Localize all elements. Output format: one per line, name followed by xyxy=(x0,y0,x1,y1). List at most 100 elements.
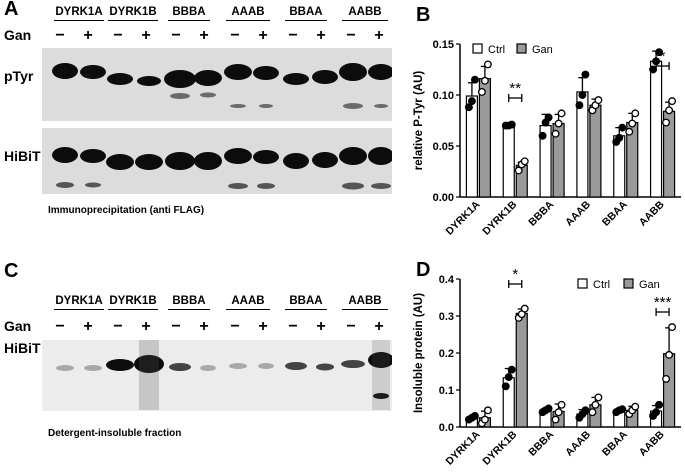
data-point xyxy=(649,65,658,74)
lane-label-dyrk1a: DYRK1A xyxy=(54,6,104,21)
sign-minus: − xyxy=(230,27,240,44)
chart-d: 0.0 0.1 0.2 0.3 0.4 Insoluble protein (AU) DYR… xyxy=(413,266,681,468)
data-point xyxy=(544,113,553,122)
lane-label-aaab: AAAB xyxy=(226,6,270,21)
significance-label: *** xyxy=(654,294,672,311)
sign-minus: − xyxy=(288,27,298,44)
bar-gan xyxy=(478,78,492,198)
x-tick-label: DYRK1B xyxy=(480,428,519,467)
data-point xyxy=(578,91,587,99)
sign-plus: + xyxy=(316,318,326,335)
panel-letter-a: A xyxy=(4,0,19,20)
blot-caption-c: Detergent-insoluble fraction xyxy=(48,428,182,439)
legend-swatch-ctrl xyxy=(472,43,483,54)
data-point xyxy=(470,75,479,84)
x-tick-label: DYRK1A xyxy=(444,198,483,237)
data-point xyxy=(501,382,510,391)
data-point xyxy=(668,97,677,106)
sign-minus: − xyxy=(288,318,298,335)
x-tick-label: BBAA xyxy=(600,428,630,458)
data-point xyxy=(554,119,563,128)
data-point xyxy=(668,323,677,332)
ptyr-row-label: pTyr xyxy=(4,68,34,84)
sign-minus: − xyxy=(55,27,65,44)
bar-gan xyxy=(589,104,602,198)
data-point xyxy=(628,119,637,128)
sign-minus: − xyxy=(230,318,240,335)
lane-label-dyrk1b: DYRK1B xyxy=(108,6,158,21)
lane-label-dyrk1b: DYRK1B xyxy=(108,295,158,310)
legend-label-ctrl: Ctrl xyxy=(488,44,505,56)
x-tick-label: AAAB xyxy=(563,428,593,458)
data-point xyxy=(514,166,523,175)
data-point xyxy=(557,400,566,409)
lane-label-aabb: AABB xyxy=(342,6,388,21)
sign-plus: + xyxy=(258,318,268,335)
data-point xyxy=(477,87,486,96)
data-point xyxy=(504,373,513,381)
hibit-blot-image xyxy=(42,128,392,194)
x-tick-label: DYRK1B xyxy=(480,198,519,237)
data-point xyxy=(470,411,479,420)
sign-plus: + xyxy=(83,318,93,335)
data-point xyxy=(662,118,671,127)
legend-label-ctrl: Ctrl xyxy=(593,279,610,291)
data-point xyxy=(594,393,603,402)
sign-minus: − xyxy=(171,27,181,44)
data-point xyxy=(594,96,603,105)
data-point xyxy=(655,400,664,409)
sign-minus: − xyxy=(346,318,356,335)
data-point xyxy=(618,123,627,132)
data-point xyxy=(538,131,547,140)
data-point xyxy=(631,402,640,411)
y-tick-label: 0.0 xyxy=(439,422,454,434)
data-point xyxy=(665,106,674,115)
data-point xyxy=(665,350,674,359)
bar-ctrl xyxy=(465,95,479,198)
sign-minus: − xyxy=(113,318,123,335)
data-point xyxy=(588,408,597,417)
lane-label-aabb: AABB xyxy=(342,295,388,310)
gan-row-label: Gan xyxy=(4,318,32,334)
blot-caption-a: Immunoprecipitation (anti FLAG) xyxy=(48,205,205,216)
data-point xyxy=(581,406,590,415)
data-point xyxy=(581,70,590,79)
lane-label-bbba: BBBA xyxy=(168,295,210,310)
significance-label: * xyxy=(660,48,666,65)
y-tick-label: 0.00 xyxy=(433,192,454,204)
bar-ctrl xyxy=(502,124,515,198)
data-point xyxy=(507,365,516,374)
legend-label-gan: Gan xyxy=(639,279,660,291)
lane-label-dyrk1a: DYRK1A xyxy=(54,295,104,310)
data-point xyxy=(483,60,492,69)
sign-plus: + xyxy=(374,318,384,335)
data-point xyxy=(551,415,560,424)
legend-label-gan: Gan xyxy=(532,44,553,56)
legend-swatch-ctrl xyxy=(577,278,588,289)
legend-swatch-gan xyxy=(516,43,527,54)
sign-plus: + xyxy=(258,27,268,44)
significance-label: ** xyxy=(509,80,521,97)
x-tick-label: AABB xyxy=(637,428,667,458)
y-tick-label: 0.10 xyxy=(433,90,454,102)
data-point xyxy=(483,406,492,415)
sign-plus: + xyxy=(141,318,151,335)
sign-minus: − xyxy=(113,27,123,44)
panel-letter-d: D xyxy=(416,259,431,281)
y-tick-label: 0.05 xyxy=(433,141,454,153)
sign-plus: + xyxy=(199,318,209,335)
data-point xyxy=(652,408,661,417)
lane-label-bbba: BBBA xyxy=(168,6,210,21)
bar-gan xyxy=(515,312,528,428)
insoluble-blot-image xyxy=(42,340,392,411)
y-tick-label: 0.1 xyxy=(439,385,454,397)
y-tick-label: 0.4 xyxy=(439,274,455,286)
sign-plus: + xyxy=(199,27,209,44)
data-point xyxy=(480,76,489,85)
y-tick-label: 0.3 xyxy=(439,311,454,323)
bar-gan xyxy=(662,353,676,428)
data-point xyxy=(520,157,529,166)
data-point xyxy=(618,405,627,414)
sign-plus: + xyxy=(316,27,326,44)
x-tick-label: BBAA xyxy=(600,198,630,228)
